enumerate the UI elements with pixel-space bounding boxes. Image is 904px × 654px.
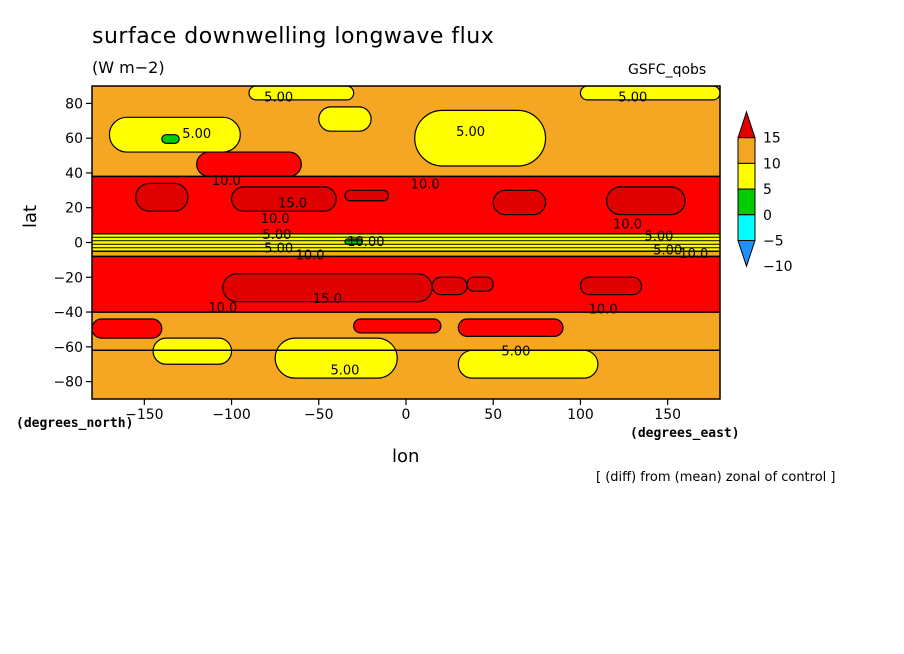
y-tick-label-0: 80: [65, 96, 83, 112]
contour-label-6: 15.0: [278, 197, 307, 212]
contour-label-13: 10.0: [296, 249, 325, 264]
chart-note: [ (diff) from (mean) zonal of control ]: [596, 470, 836, 485]
contour-label-10: 10.00: [347, 235, 384, 250]
x-tick-label-5: 100: [567, 407, 594, 423]
field-patch-21: [457, 318, 564, 337]
contour-label-0: 5.00: [264, 90, 293, 105]
field-patch-18: [248, 86, 355, 101]
colorbar-segment-0: [737, 137, 756, 164]
field-patch-10: [492, 189, 547, 216]
zonal-band-4: [92, 233, 720, 252]
field-patch-6: [579, 276, 643, 296]
contour-label-15: 10.0: [679, 247, 708, 262]
field-patch-7: [135, 182, 189, 212]
colorbar-label-5: −10: [763, 259, 793, 275]
field-patch-9: [344, 189, 390, 202]
colorbar-segment-3: [737, 214, 756, 242]
y-tick-label-3: 20: [65, 201, 83, 217]
colorbar-segment-1: [737, 162, 756, 190]
field-patch-20: [353, 318, 442, 334]
contour-label-18: 10.0: [589, 303, 618, 318]
field-patch-13: [318, 106, 372, 132]
model-label: GSFC_qobs: [628, 62, 707, 78]
x-tick-label-1: −100: [212, 407, 250, 423]
y-tick-label-2: 40: [65, 166, 83, 182]
field-patch-0: [152, 337, 233, 365]
colorbar-triangle-bottom: [737, 240, 756, 268]
field-patch-22: [92, 318, 163, 339]
colorbar-label-4: −5: [763, 234, 784, 250]
contour-label-9: 5.00: [262, 228, 291, 243]
y-tick-label-4: 0: [74, 236, 83, 252]
contour-label-7: 10.0: [261, 212, 290, 227]
field-patch-11: [606, 186, 686, 216]
field-patch-4: [431, 276, 468, 296]
contour-label-19: 5.00: [501, 344, 530, 359]
contour-label-17: 10.0: [208, 301, 237, 316]
contour-label-3: 5.00: [456, 125, 485, 140]
field-patch-14: [414, 109, 547, 167]
colorbar-label-2: 5: [763, 182, 772, 198]
y-axis-unit: (degrees_north): [16, 416, 134, 431]
field-patch-1: [274, 337, 398, 379]
field-patch-5: [466, 276, 494, 292]
contour-label-11: 5.00: [644, 230, 673, 245]
contour-label-5: 10.0: [411, 177, 440, 192]
contour-label-16: 15.0: [313, 292, 342, 307]
colorbar-segment-2: [737, 188, 756, 216]
x-axis-unit: (degrees_east): [630, 426, 740, 441]
colorbar-label-1: 10: [763, 156, 781, 172]
x-tick-label-3: 0: [402, 407, 411, 423]
contour-label-8: 10.0: [613, 217, 642, 232]
colorbar-triangle-top: [737, 110, 756, 139]
x-tick-label-4: 50: [484, 407, 502, 423]
contour-label-2: 5.00: [182, 127, 211, 142]
colorbar-label-0: 15: [763, 131, 781, 147]
contour-label-1: 5.00: [618, 90, 647, 105]
y-tick-label-1: 60: [65, 131, 83, 147]
field-patch-17: [579, 86, 720, 101]
x-axis-label: lon: [392, 446, 420, 467]
contour-label-14: 5.00: [653, 243, 682, 258]
y-tick-label-5: −20: [53, 270, 83, 286]
x-tick-label-0: −150: [125, 407, 163, 423]
field-patch-8: [230, 186, 337, 212]
y-tick-label-8: −80: [53, 375, 83, 391]
field-patch-15: [161, 134, 180, 144]
contour-label-20: 5.00: [330, 363, 359, 378]
colorbar-label-3: 0: [763, 208, 772, 224]
y-tick-label-6: −40: [53, 305, 83, 321]
x-tick-label-2: −50: [304, 407, 334, 423]
x-tick-label-6: 150: [654, 407, 681, 423]
y-tick-label-7: −60: [53, 340, 83, 356]
contour-label-4: 10.0: [212, 174, 241, 189]
chart-units: (W m−2): [92, 58, 165, 77]
contour-label-12: 5.00: [264, 242, 293, 257]
zonal-band-3: [92, 251, 720, 257]
chart-title: surface downwelling longwave flux: [92, 24, 495, 49]
